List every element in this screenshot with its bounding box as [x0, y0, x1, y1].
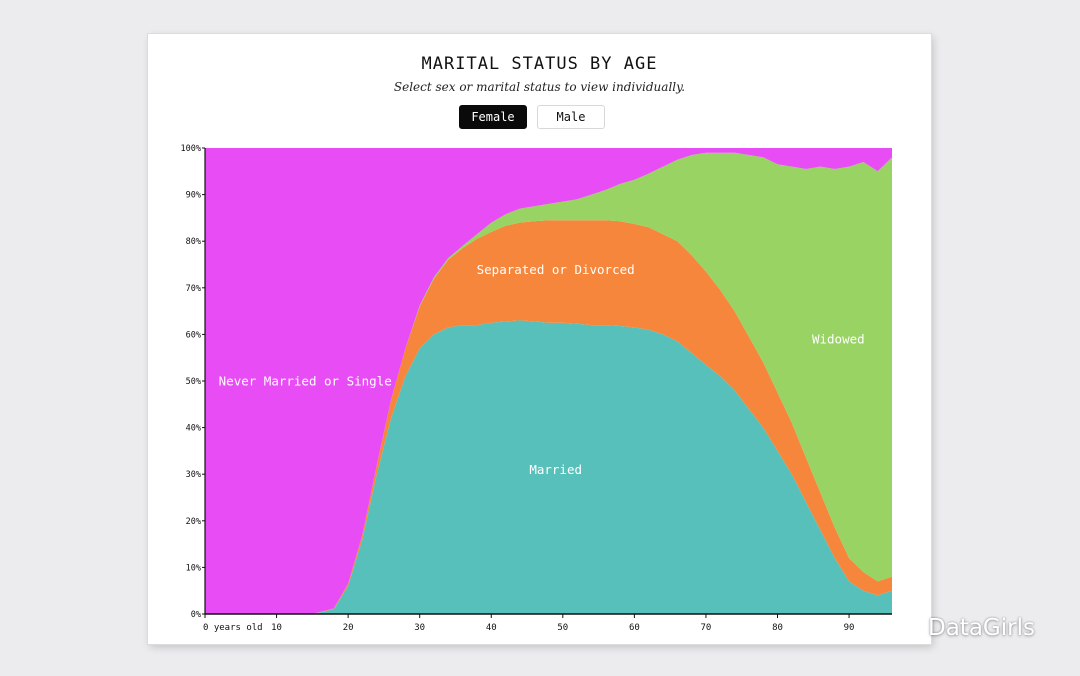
- y-tick-label: 30%: [186, 470, 201, 480]
- y-tick-label: 40%: [186, 424, 201, 434]
- wechat-icon: [884, 615, 919, 640]
- area-never-married-or-single[interactable]: [205, 148, 892, 614]
- y-tick-label: 0%: [191, 610, 201, 620]
- y-tick-label: 60%: [186, 330, 201, 340]
- y-tick-label: 80%: [186, 237, 201, 247]
- x-tick-label: 30: [414, 623, 425, 633]
- x-tick-label: 80: [772, 623, 783, 633]
- y-tick-label: 20%: [186, 517, 201, 527]
- chart-subtitle: Select sex or marital status to view ind…: [393, 80, 686, 94]
- x-tick-label: 90: [844, 623, 855, 633]
- x-tick-label: 20: [343, 623, 354, 633]
- x-tick-label: 60: [629, 623, 640, 633]
- area-widowed[interactable]: [205, 152, 892, 614]
- y-tick-label: 10%: [186, 563, 201, 573]
- y-tick-label: 70%: [186, 284, 201, 294]
- x-tick-label: 70: [701, 623, 712, 633]
- male-toggle-button[interactable]: Male: [537, 105, 605, 129]
- area-label: Separated or Divorced: [477, 262, 635, 277]
- area-label: Widowed: [812, 332, 865, 347]
- x-tick-label: 40: [486, 623, 497, 633]
- female-toggle-button[interactable]: Female: [459, 105, 527, 129]
- area-label: Married: [529, 462, 582, 477]
- x-tick-label: 50: [557, 623, 568, 633]
- stacked-areas: [205, 148, 892, 614]
- watermark-text: DataGirls: [928, 615, 1035, 641]
- x-tick-label: 0 years old: [203, 623, 263, 633]
- y-tick-label: 50%: [186, 377, 201, 387]
- area-label: Never Married or Single: [219, 374, 392, 389]
- x-tick-label: 10: [271, 623, 282, 633]
- chart-title: MARITAL STATUS BY AGE: [421, 54, 658, 74]
- area-separated-or-divorced[interactable]: [205, 220, 892, 614]
- watermark: DataGirls: [882, 614, 1035, 642]
- x-axis: 0 years old 10 20 30 40 50 60 70 80 90: [203, 613, 892, 633]
- area-married[interactable]: [205, 320, 892, 614]
- y-tick-label: 100%: [181, 144, 201, 154]
- y-axis: 0% 10% 20% 30% 40% 50% 60% 70% 80% 90% 100%: [181, 144, 206, 620]
- area-labels: Never Married or Single Separated or Divo…: [219, 262, 865, 477]
- y-tick-label: 90%: [186, 191, 201, 201]
